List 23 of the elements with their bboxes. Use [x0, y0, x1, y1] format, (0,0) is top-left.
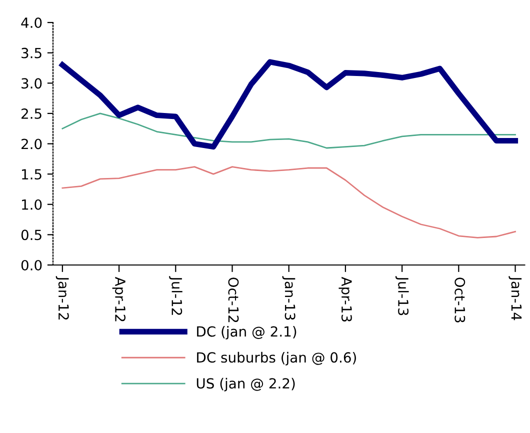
y-tick-label: 0.5: [21, 230, 42, 240]
x-tick-label: Jan-12: [56, 276, 69, 320]
y-tick-label: 3.5: [22, 48, 42, 58]
line-series: [62, 112, 516, 149]
y-tick-label: 3.0: [22, 78, 42, 89]
legend-label: US (jan @ 2.2): [196, 378, 295, 392]
x-tick-label: Jul-13: [395, 276, 409, 316]
x-tick-label: Apr-13: [338, 276, 352, 322]
y-tick-label: 2.5: [22, 108, 42, 119]
x-tick-label: Jul-12: [169, 276, 182, 315]
y-tick-label: 1.5: [22, 169, 42, 180]
y-tick-label: 1.0: [22, 199, 42, 210]
line-series: [62, 166, 516, 238]
x-tick-label: Oct-12: [228, 278, 239, 322]
x-tick-label: Apr-12: [112, 276, 126, 322]
legend-label: DC suburbs (jan @ 0.6): [197, 352, 356, 366]
legend-label: DC (jan @ 2.1): [197, 326, 296, 340]
y-tick-label: 4.0: [21, 17, 42, 28]
x-tick-label: Jan-13: [282, 276, 296, 320]
y-tick-label: 2.0: [22, 138, 42, 150]
x-tick-label: Oct-13: [454, 278, 466, 322]
x-tick-label: Jan-14: [508, 276, 522, 320]
y-tick-label: 0.0: [21, 260, 42, 270]
